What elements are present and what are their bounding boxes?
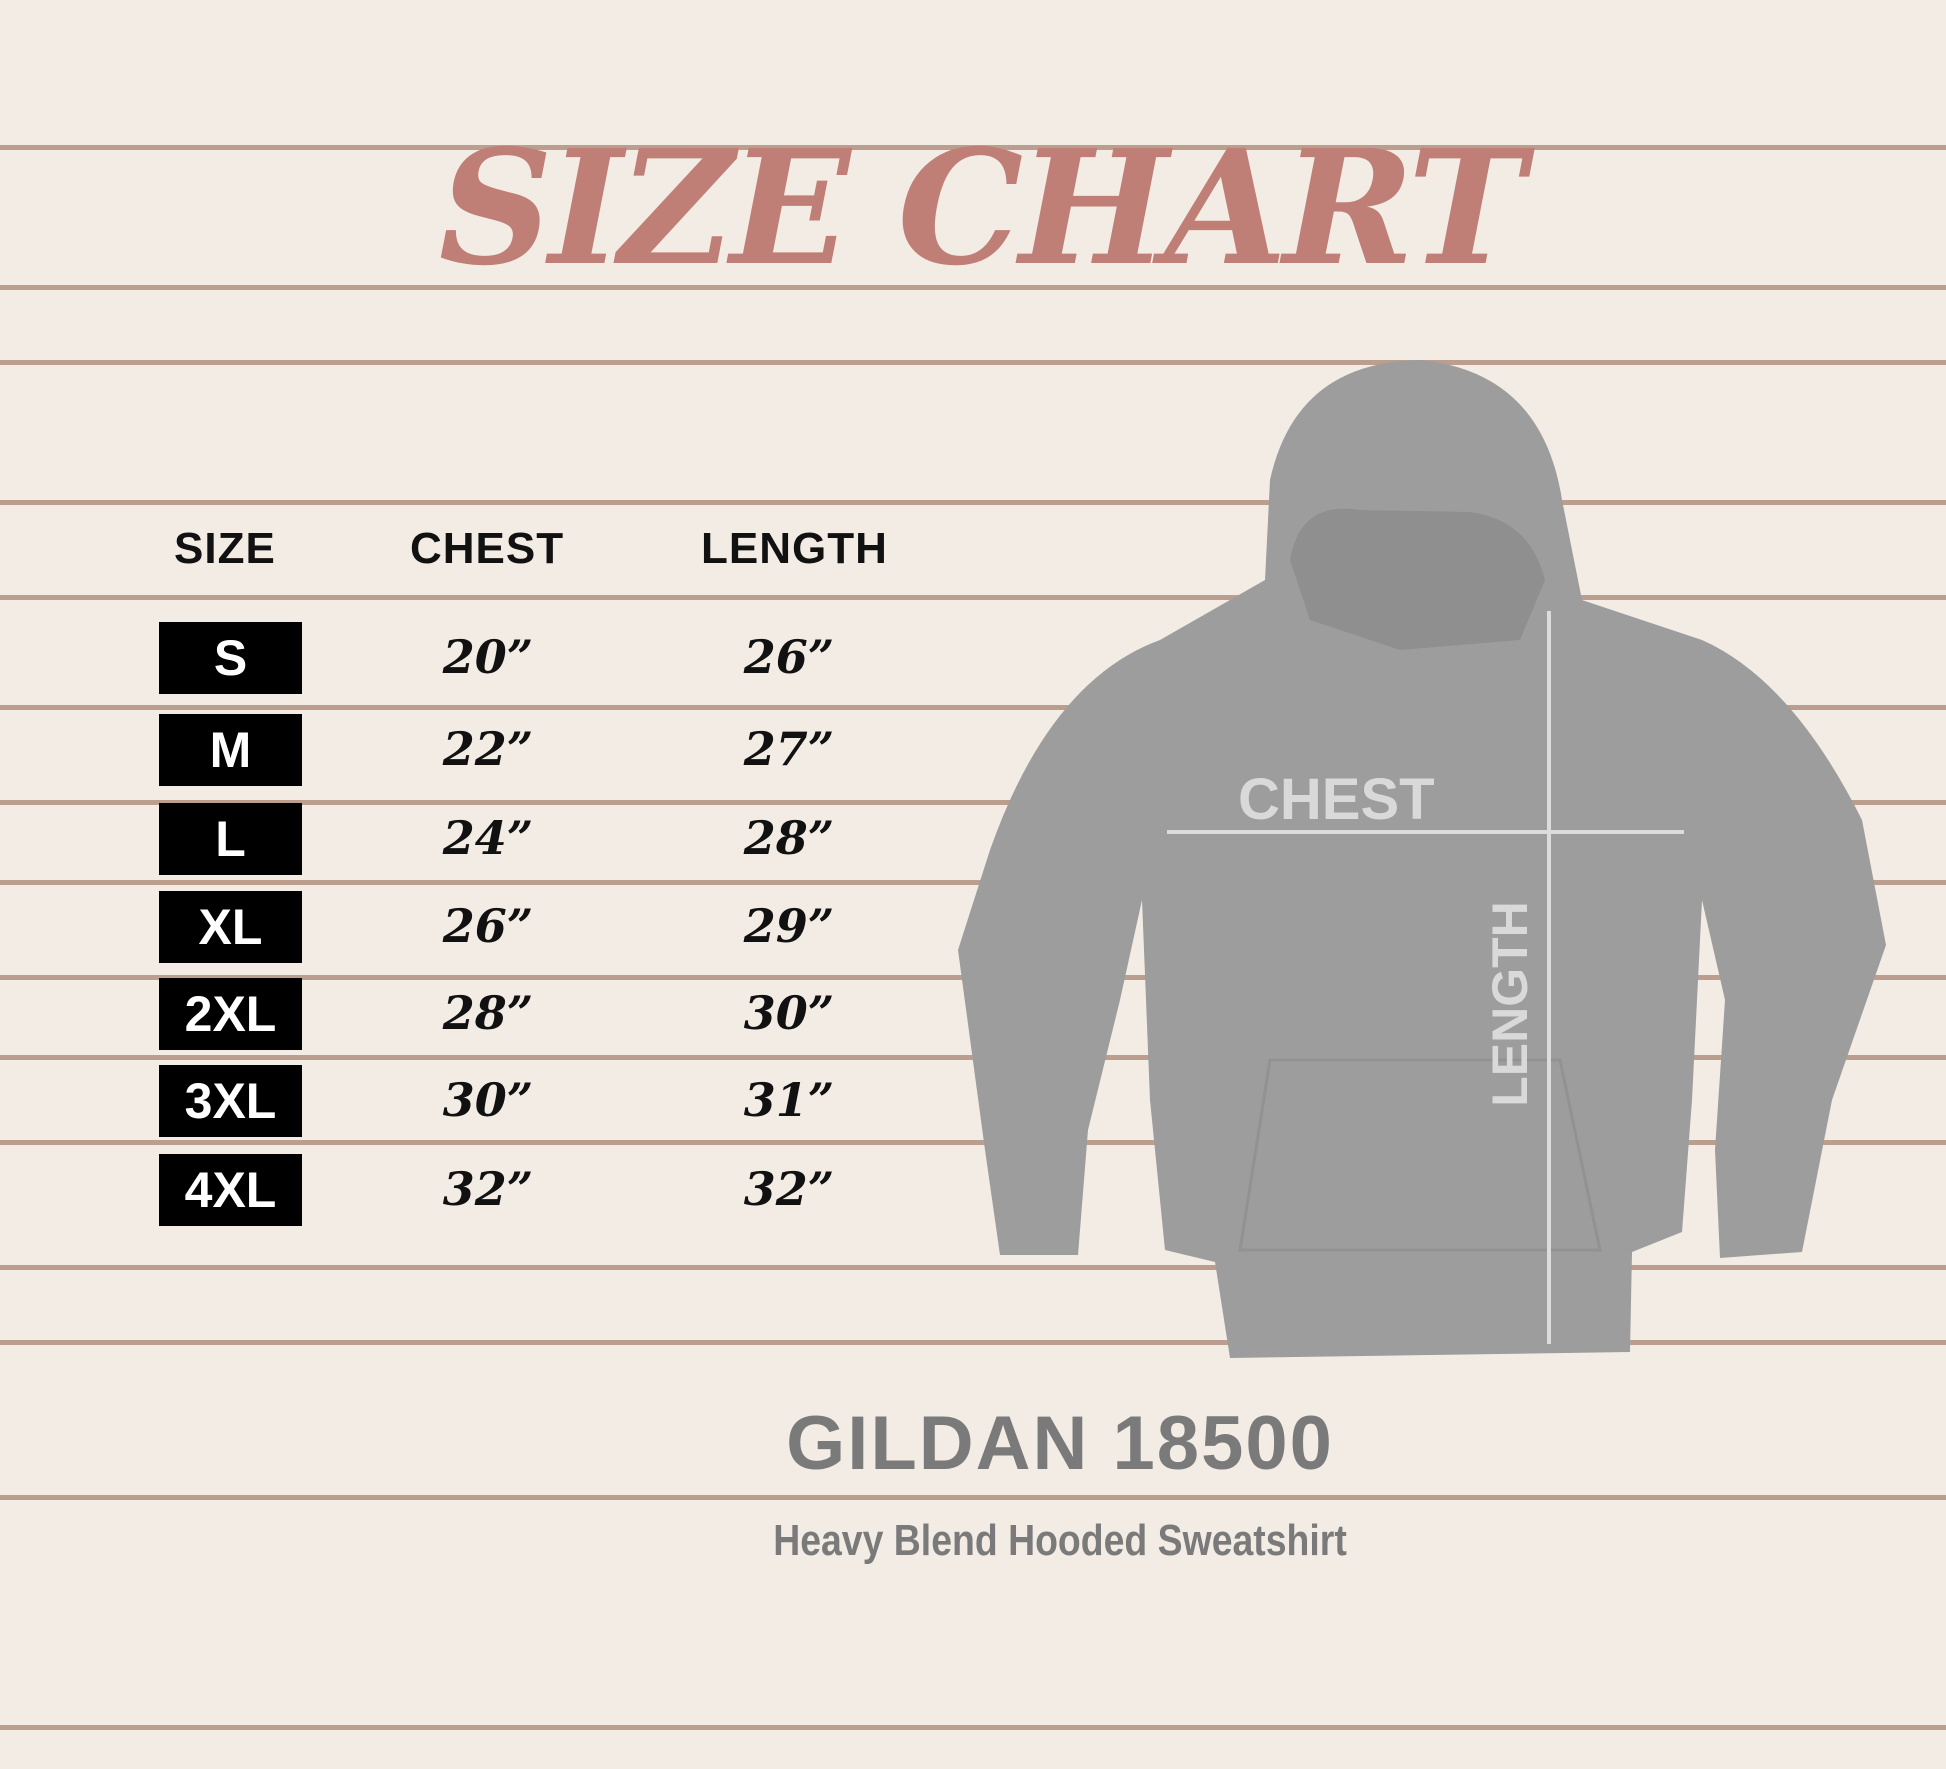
size-label: S bbox=[159, 622, 302, 694]
pocket bbox=[1238, 1058, 1602, 1252]
length-value: 28” bbox=[743, 811, 835, 865]
chest-label: CHEST bbox=[1238, 767, 1435, 832]
header-length: LENGTH bbox=[701, 524, 888, 573]
size-label: 3XL bbox=[159, 1065, 302, 1137]
chest-value: 26” bbox=[442, 899, 534, 953]
size-label: XL bbox=[159, 891, 302, 963]
length-value: 30” bbox=[743, 986, 835, 1040]
hoodie-image bbox=[958, 360, 1886, 1358]
length-value: 26” bbox=[743, 630, 835, 684]
size-label: M bbox=[159, 714, 302, 786]
chest-value: 24” bbox=[442, 811, 534, 865]
chest-value: 20” bbox=[442, 630, 534, 684]
product-description: Heavy Blend Hooded Sweatshirt bbox=[773, 1516, 1347, 1565]
chest-value: 28” bbox=[442, 986, 534, 1040]
page-title: SIZE CHART bbox=[438, 116, 1526, 301]
chest-value: 22” bbox=[442, 722, 534, 776]
chest-value: 32” bbox=[442, 1162, 534, 1216]
header-size: SIZE bbox=[174, 524, 276, 573]
length-value: 31” bbox=[743, 1073, 835, 1127]
size-label: 4XL bbox=[159, 1154, 302, 1226]
header-chest: CHEST bbox=[410, 524, 565, 573]
size-label: L bbox=[159, 803, 302, 875]
hood-opening bbox=[1290, 508, 1545, 650]
length-value: 29” bbox=[743, 899, 835, 953]
length-value: 32” bbox=[743, 1162, 835, 1216]
product-model: GILDAN 18500 bbox=[786, 1401, 1334, 1486]
size-label: 2XL bbox=[159, 978, 302, 1050]
chest-value: 30” bbox=[442, 1073, 534, 1127]
length-value: 27” bbox=[743, 722, 835, 776]
length-label: LENGTH bbox=[1482, 901, 1538, 1107]
